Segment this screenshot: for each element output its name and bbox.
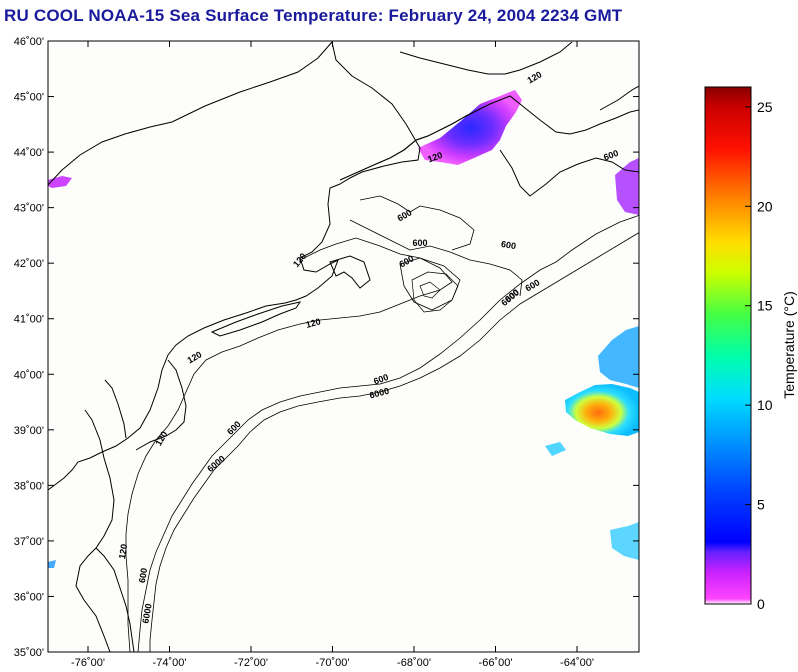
lat-label: 46˚00' — [14, 36, 44, 48]
longitude-ticks — [87, 41, 578, 652]
isobath-label: 600 — [500, 239, 517, 251]
map-title: RU COOL NOAA-15 Sea Surface Temperature:… — [4, 6, 623, 25]
maine-coast — [339, 109, 479, 181]
lat-label: 40˚00' — [14, 369, 44, 381]
isobath-label: 600 — [137, 567, 149, 584]
colorbar-tick-label: 15 — [757, 298, 773, 314]
sst-patch-offshore-south — [610, 522, 639, 560]
nova-scotia-coast — [399, 41, 639, 197]
cape-cod — [329, 255, 371, 289]
sst-patch-small — [545, 442, 566, 456]
lat-label: 39˚00' — [14, 425, 44, 437]
long-island — [210, 301, 302, 337]
sst-patch-gulf-of-maine — [418, 90, 522, 165]
isobath-label: 120 — [305, 316, 322, 330]
map-frame — [47, 40, 640, 653]
lon-label: -76˚00' — [71, 657, 105, 669]
lon-label: -72˚00' — [234, 657, 268, 669]
colorbar-tick-label: 20 — [757, 198, 773, 214]
sst-patch-offshore-north — [598, 326, 639, 388]
lat-label: 37˚00' — [14, 536, 44, 548]
colorbar-tick-label: 5 — [757, 497, 765, 513]
lat-label: 35˚00' — [14, 647, 44, 659]
lat-label: 41˚00' — [14, 314, 44, 326]
latitude-ticks — [48, 40, 639, 653]
colorbar-ticks: 25 20 15 10 5 0 — [745, 99, 773, 612]
lat-label: 38˚00' — [14, 480, 44, 492]
colorbar-tick-label: 25 — [757, 99, 773, 115]
coastline — [48, 41, 421, 652]
latitude-labels: 46˚00' 45˚00' 44˚00' 43˚00' 42˚00' 41˚00' 40˚0… — [14, 36, 44, 659]
isobath-label: 600 — [372, 372, 390, 387]
longitude-labels: -76˚00' -74˚00' -72˚00' -70˚00' -68˚00' -66˚0… — [71, 657, 594, 669]
colorbar-title: Temperature (°C) — [781, 291, 797, 399]
isobath-label: 6000 — [140, 603, 153, 624]
lat-label: 43˚00' — [14, 203, 44, 215]
colorbar-tick-label: 0 — [757, 596, 765, 612]
lat-label: 36˚00' — [14, 591, 44, 603]
lon-label: -74˚00' — [153, 657, 187, 669]
sst-patch-small-2 — [48, 560, 56, 568]
colorbar — [704, 86, 752, 605]
isobath-label: 600 — [412, 238, 427, 248]
lon-label: -64˚00' — [560, 657, 594, 669]
lat-label: 44˚00' — [14, 147, 44, 159]
georges-bank — [411, 271, 459, 313]
isobath-label: 120 — [426, 150, 444, 165]
map-background — [48, 41, 639, 652]
lat-label: 45˚00' — [14, 92, 44, 104]
map-content — [48, 41, 639, 652]
sst-patch-nova-scotia — [615, 158, 639, 215]
lon-label: -66˚00' — [479, 657, 513, 669]
sst-patch-gulf-stream — [565, 384, 639, 436]
colorbar-tick-label: 10 — [757, 397, 773, 413]
isobath-label: 600 — [602, 148, 620, 163]
isobath-6000 — [149, 232, 639, 652]
isobath-label: 120 — [117, 543, 129, 560]
lat-label: 42˚00' — [14, 258, 44, 270]
lon-label: -68˚00' — [397, 657, 431, 669]
lon-label: -70˚00' — [316, 657, 350, 669]
